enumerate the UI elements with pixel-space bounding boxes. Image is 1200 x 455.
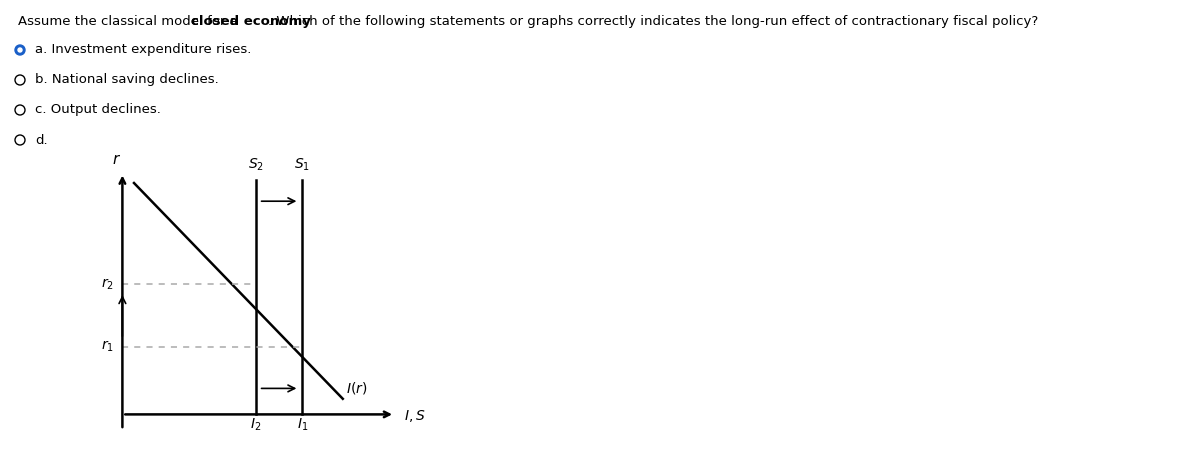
Text: $S_2$: $S_2$ — [247, 156, 264, 172]
Text: . Which of the following statements or graphs correctly indicates the long-run e: . Which of the following statements or g… — [269, 15, 1039, 28]
Text: d.: d. — [35, 133, 48, 147]
Circle shape — [14, 45, 25, 55]
Text: $I,S$: $I,S$ — [403, 408, 425, 424]
Circle shape — [18, 48, 22, 52]
Text: closed economy: closed economy — [191, 15, 311, 28]
Text: $I_1$: $I_1$ — [296, 417, 308, 433]
Text: Assume the classical model for a: Assume the classical model for a — [18, 15, 242, 28]
Text: b. National saving declines.: b. National saving declines. — [35, 74, 218, 86]
Text: $r_1$: $r_1$ — [101, 339, 114, 354]
Text: $r_2$: $r_2$ — [101, 277, 114, 292]
Text: a. Investment expenditure rises.: a. Investment expenditure rises. — [35, 44, 251, 56]
Text: $I_2$: $I_2$ — [250, 417, 262, 433]
Text: $I(r)$: $I(r)$ — [346, 380, 367, 396]
Text: $r$: $r$ — [112, 152, 121, 167]
Text: c. Output declines.: c. Output declines. — [35, 103, 161, 116]
Text: $S_1$: $S_1$ — [294, 156, 311, 172]
